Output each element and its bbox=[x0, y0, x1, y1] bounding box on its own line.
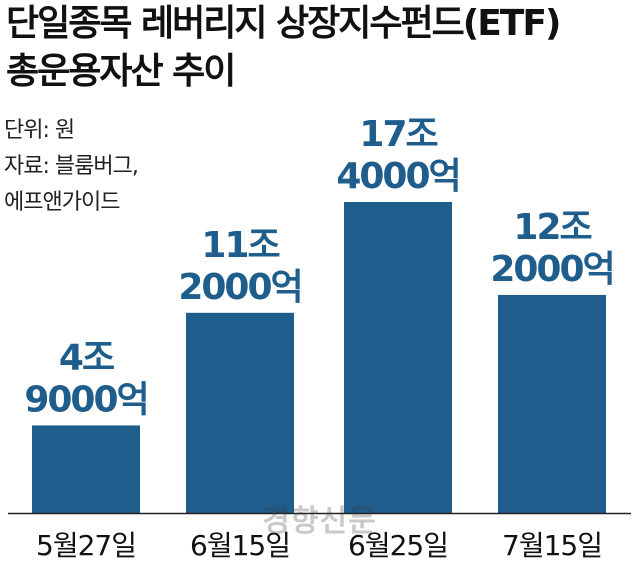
value-label-4-line-1: 12조 bbox=[513, 207, 591, 248]
value-label-2-line-2: 2000억 bbox=[178, 267, 301, 308]
category-label-3: 6월25일 bbox=[348, 529, 448, 562]
unit-note: 단위: 원 bbox=[4, 118, 75, 143]
source-note-line-1: 자료: 블룸버그, bbox=[4, 154, 139, 179]
bar-3 bbox=[344, 202, 452, 513]
category-label-1: 5월27일 bbox=[36, 529, 136, 562]
value-label-1-line-2: 9000억 bbox=[24, 379, 147, 420]
value-label-1-line-1: 4조 bbox=[59, 337, 114, 378]
chart-title-line-1: 단일종목 레버리지 상장지수펀드(ETF) bbox=[6, 3, 561, 44]
bar-4 bbox=[498, 294, 606, 513]
value-label-4-line-2: 2000억 bbox=[490, 249, 613, 290]
value-label-2-line-1: 11조 bbox=[201, 225, 279, 266]
category-label-2: 6월15일 bbox=[190, 529, 290, 562]
source-note-line-2: 에프앤가이드 bbox=[4, 190, 120, 215]
chart-title-line-2: 총운용자산 추이 bbox=[6, 51, 236, 92]
bar-2 bbox=[186, 312, 294, 513]
bar-1 bbox=[32, 425, 140, 513]
value-label-3-line-2: 4000억 bbox=[336, 156, 459, 197]
value-label-3-line-1: 17조 bbox=[359, 114, 437, 155]
category-label-4: 7월15일 bbox=[502, 529, 602, 562]
